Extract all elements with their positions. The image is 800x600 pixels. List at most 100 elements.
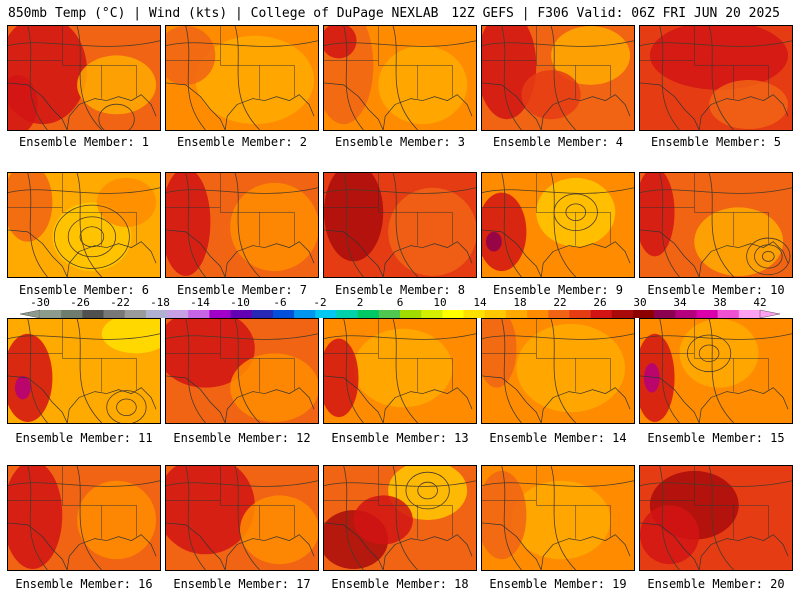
height-contour-closed xyxy=(98,103,135,130)
height-contour xyxy=(343,173,364,277)
colorbar-swatch xyxy=(61,310,83,318)
ensemble-member-caption: Ensemble Member: 20 xyxy=(647,577,785,591)
height-contour xyxy=(76,319,103,423)
colorbar-swatch xyxy=(82,310,104,318)
temperature-field-map xyxy=(166,26,318,130)
colorbar-swatch xyxy=(654,310,676,318)
temperature-field-map xyxy=(482,319,634,423)
height-contour xyxy=(343,319,364,423)
ensemble-member-map xyxy=(7,25,161,131)
temperature-field-region xyxy=(649,26,789,90)
border-line xyxy=(482,229,542,277)
temperature-field-region xyxy=(521,70,581,120)
temperature-field-region xyxy=(14,375,31,400)
border-line xyxy=(166,375,226,423)
state-lines xyxy=(324,173,453,246)
height-contour-closed xyxy=(53,204,130,269)
colorbar-tick-label: 38 xyxy=(713,296,727,309)
temperature-field-region xyxy=(324,26,357,59)
ensemble-member-caption: Ensemble Member: 5 xyxy=(650,135,782,149)
height-contour xyxy=(185,466,206,570)
ensemble-member-caption: Ensemble Member: 14 xyxy=(489,431,627,445)
state-lines xyxy=(166,173,295,246)
ensemble-member-caption: Ensemble Member: 11 xyxy=(15,431,153,445)
colorbar-swatch xyxy=(378,310,401,318)
temperature-field-region xyxy=(709,79,789,130)
temperature-field-map xyxy=(640,319,792,423)
height-contour xyxy=(166,187,318,194)
height-contour xyxy=(550,319,577,423)
colorbar-tick-label: -14 xyxy=(190,296,210,309)
height-contour-closed xyxy=(761,251,775,262)
border-line xyxy=(640,375,700,423)
ensemble-member-caption: Ensemble Member: 3 xyxy=(334,135,466,149)
height-contour xyxy=(708,26,735,130)
coastline xyxy=(382,534,473,570)
border-line xyxy=(166,229,226,277)
border-line xyxy=(482,82,542,130)
temperature-field-map xyxy=(8,173,160,277)
colorbar-tick-label: -18 xyxy=(150,296,170,309)
coastline xyxy=(66,387,157,423)
colorbar-swatch xyxy=(632,310,655,318)
colorbar-high-arrow xyxy=(759,309,780,319)
temperature-field-map xyxy=(324,173,476,277)
height-contour xyxy=(708,319,735,423)
height-contour xyxy=(8,187,160,194)
height-contour xyxy=(185,173,206,277)
height-contour xyxy=(501,26,522,130)
ensemble-member-map xyxy=(481,25,635,131)
colorbar-swatch xyxy=(209,310,231,318)
colorbar-swatch xyxy=(251,310,274,318)
coastline xyxy=(382,241,473,277)
height-contour xyxy=(76,173,103,277)
height-contour xyxy=(8,333,160,340)
state-lines xyxy=(8,466,137,539)
height-contour xyxy=(501,466,522,570)
colorbar-tick-label: -26 xyxy=(70,296,90,309)
ensemble-member-map xyxy=(639,465,793,571)
height-contour xyxy=(343,26,364,130)
temperature-field-region xyxy=(230,353,318,423)
height-contour xyxy=(343,466,364,570)
colorbar-swatch xyxy=(675,310,697,318)
map-title: 850mb Temp (°C) | Wind (kts) | College o… xyxy=(8,6,439,21)
colorbar-swatch xyxy=(230,310,253,318)
colorbar-swatch xyxy=(103,310,126,318)
coastline xyxy=(540,534,631,570)
state-lines xyxy=(166,26,295,99)
height-contour xyxy=(234,319,261,423)
ensemble-member-caption: Ensemble Member: 8 xyxy=(334,283,466,297)
colorbar-tick-label: 18 xyxy=(513,296,527,309)
ensemble-member-caption: Ensemble Member: 12 xyxy=(173,431,311,445)
state-lines xyxy=(166,319,295,392)
border-line xyxy=(166,522,226,570)
temperature-field-region xyxy=(353,328,453,408)
colorbar-swatch xyxy=(463,310,486,318)
state-lines xyxy=(482,173,611,246)
height-contour xyxy=(234,26,261,130)
border-line xyxy=(640,522,700,570)
colorbar-swatch xyxy=(484,310,507,318)
model-run-label: 12Z GEFS | F306 Valid: 06Z FRI JUN 20 20… xyxy=(451,6,780,21)
colorbar-tick-label: 2 xyxy=(356,296,364,309)
height-contour-closed xyxy=(67,216,116,258)
coastline xyxy=(698,241,789,277)
ensemble-member-map xyxy=(7,318,161,424)
colorbar-tick-label: 22 xyxy=(553,296,567,309)
state-lines xyxy=(166,466,295,539)
ensemble-member-map xyxy=(165,465,319,571)
state-lines xyxy=(482,319,611,392)
height-contour xyxy=(392,26,419,130)
temperature-field-map xyxy=(482,466,634,570)
height-contour xyxy=(550,466,577,570)
border-line xyxy=(324,229,384,277)
state-lines xyxy=(640,173,769,246)
height-contour xyxy=(482,187,634,194)
colorbar-swatch xyxy=(696,310,718,318)
ensemble-member-caption: Ensemble Member: 9 xyxy=(492,283,624,297)
height-contour xyxy=(166,40,318,47)
ensemble-member-map xyxy=(165,25,319,131)
height-contour xyxy=(76,26,103,130)
ensemble-member-map xyxy=(639,25,793,131)
